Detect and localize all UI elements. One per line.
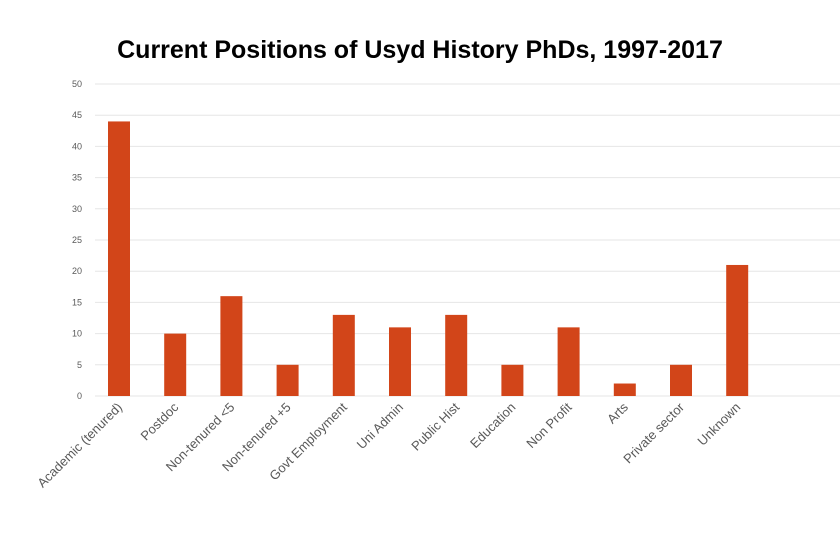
- y-axis-ticks: 0 5 10 15 20 25 30 35 40 45 50: [72, 79, 82, 401]
- bar: [501, 364, 524, 396]
- x-tick-label: Academic (tenured): [34, 400, 125, 491]
- bar: [332, 314, 355, 396]
- gridlines: [95, 83, 840, 397]
- y-tick-label: 40: [72, 141, 82, 151]
- x-tick-label: Education: [467, 400, 518, 451]
- x-tick-label: Uni Admin: [354, 400, 407, 453]
- chart-title: Current Positions of Usyd History PhDs, …: [117, 36, 723, 64]
- x-tick-label: Postdoc: [137, 399, 181, 443]
- bar: [557, 327, 580, 396]
- x-tick-label: Arts: [604, 399, 631, 426]
- bar: [389, 327, 411, 396]
- bar: [108, 121, 130, 396]
- y-tick-label: 0: [77, 391, 82, 401]
- y-tick-label: 30: [72, 204, 82, 214]
- x-tick-label: Public Hist: [408, 399, 462, 453]
- bar: [613, 383, 636, 396]
- y-tick-label: 15: [72, 297, 82, 307]
- y-tick-label: 50: [72, 79, 82, 89]
- bars: [108, 121, 749, 396]
- bar: [726, 264, 749, 396]
- x-tick-label: Unknown: [694, 400, 743, 449]
- bar: [276, 364, 299, 396]
- bar: [164, 333, 187, 396]
- bar: [220, 296, 243, 396]
- x-tick-label: Non Profit: [523, 399, 575, 451]
- y-tick-label: 25: [72, 235, 82, 245]
- y-tick-label: 5: [77, 360, 82, 370]
- y-tick-label: 10: [72, 329, 82, 339]
- y-tick-label: 20: [72, 266, 82, 276]
- bar: [670, 364, 692, 396]
- bar: [445, 314, 468, 396]
- y-tick-label: 45: [72, 110, 82, 120]
- x-tick-label: Private sector: [620, 399, 687, 466]
- y-tick-label: 35: [72, 173, 82, 183]
